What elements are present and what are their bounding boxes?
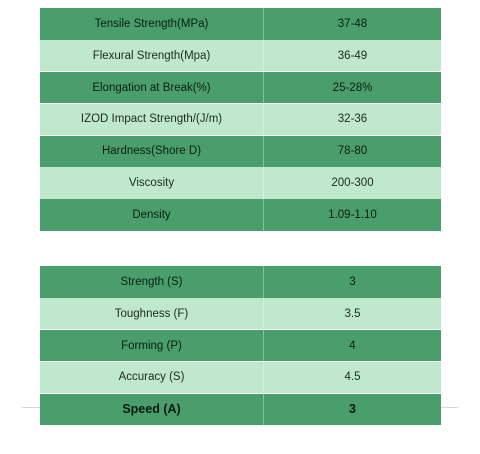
- property-value: 37-48: [337, 17, 368, 30]
- material-properties-table: Tensile Strength(MPa) 37-48 Flexural Str…: [40, 8, 441, 231]
- rating-value: 4.5: [344, 371, 361, 384]
- rating-label: Toughness (F): [40, 297, 264, 330]
- property-label: Hardness(Shore D): [40, 135, 264, 168]
- table-row: Hardness(Shore D) 78-80: [40, 135, 441, 168]
- property-value: 78-80: [337, 145, 368, 158]
- table-row: Flexural Strength(Mpa) 36-49: [40, 39, 441, 72]
- performance-rating-table: Strength (S) 3 Toughness (F) 3.5 Forming…: [40, 266, 441, 426]
- rating-value: 3: [349, 275, 356, 288]
- table-row: Speed (A) 3: [40, 393, 441, 426]
- table-row: Strength (S) 3: [40, 266, 441, 298]
- property-label: Tensile Strength(MPa): [40, 8, 264, 40]
- rating-value: 3.5: [344, 307, 361, 320]
- property-label: Flexural Strength(Mpa): [40, 39, 264, 72]
- table-row: Viscosity 200-300: [40, 167, 441, 200]
- property-value: 1.09-1.10: [328, 209, 377, 222]
- property-label: Viscosity: [40, 167, 264, 200]
- rating-label: Forming (P): [40, 329, 264, 362]
- table-row: Forming (P) 4: [40, 329, 441, 362]
- property-label: Density: [40, 199, 264, 231]
- table-row: IZOD Impact Strength/(J/m) 32-36: [40, 103, 441, 136]
- property-label: IZOD Impact Strength/(J/m): [40, 103, 264, 136]
- table-row: Density 1.09-1.10: [40, 199, 441, 231]
- rating-value: 4: [349, 339, 356, 352]
- property-value: 36-49: [337, 49, 368, 62]
- property-value: 200-300: [331, 177, 374, 190]
- property-value: 25-28%: [332, 81, 373, 94]
- rating-value: 3: [349, 402, 356, 417]
- property-label: Elongation at Break(%): [40, 71, 264, 104]
- table-row: Tensile Strength(MPa) 37-48: [40, 8, 441, 40]
- property-value: 32-36: [337, 113, 368, 126]
- rating-label: Speed (A): [40, 393, 264, 426]
- rating-label: Accuracy (S): [40, 361, 264, 394]
- table-row: Toughness (F) 3.5: [40, 297, 441, 330]
- rating-label: Strength (S): [40, 266, 264, 298]
- table-row: Accuracy (S) 4.5: [40, 361, 441, 394]
- table-row: Elongation at Break(%) 25-28%: [40, 71, 441, 104]
